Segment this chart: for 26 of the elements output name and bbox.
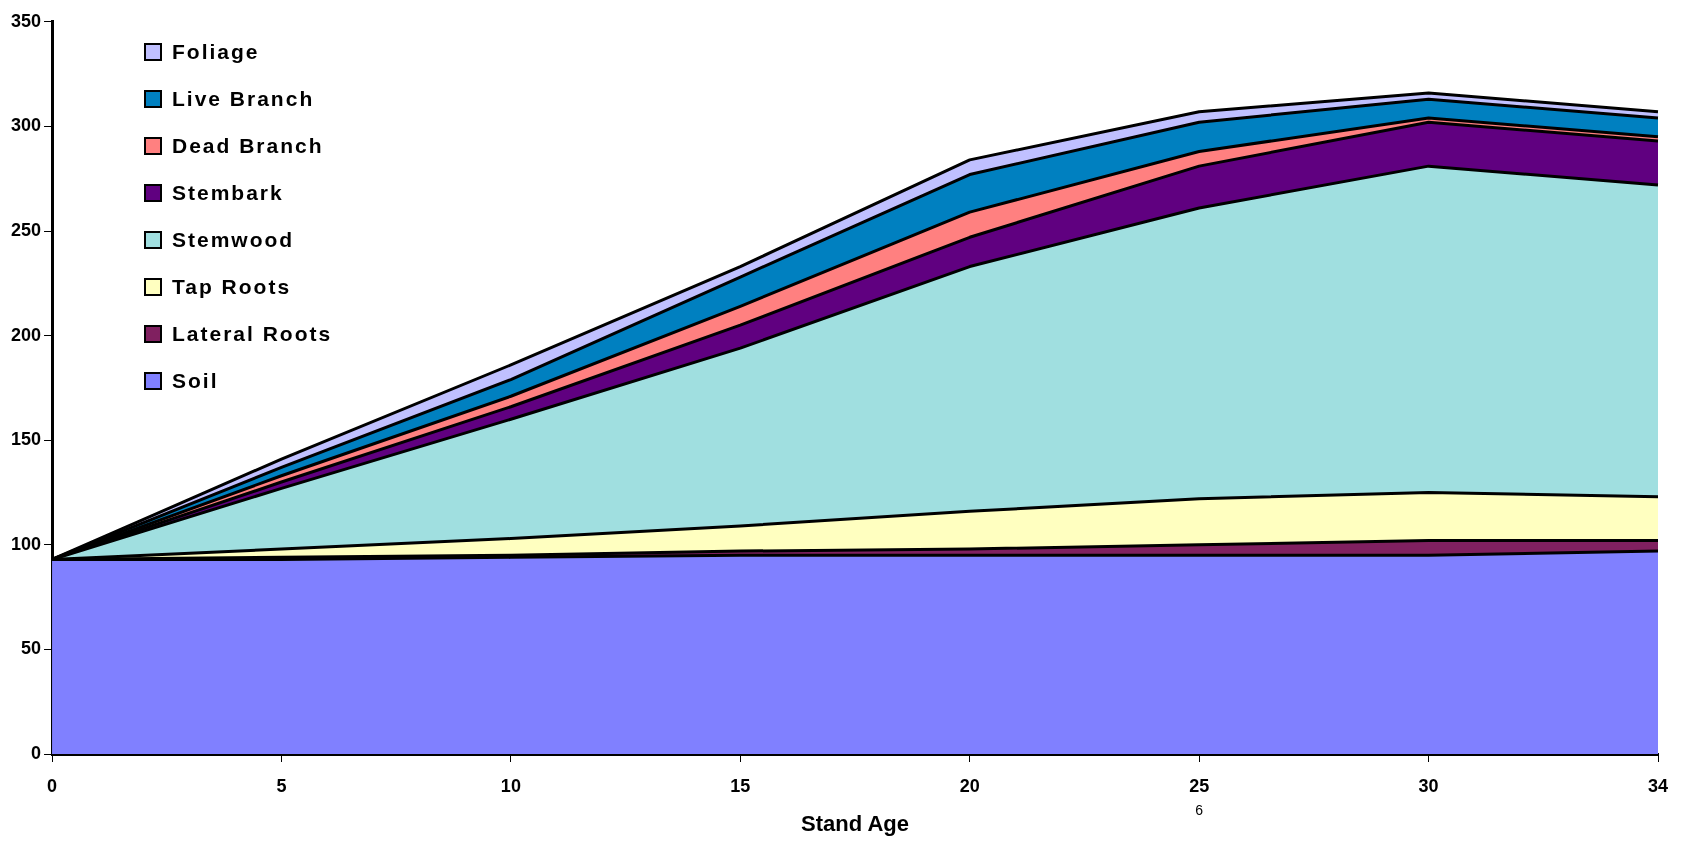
legend-label: Stembark xyxy=(172,180,284,205)
x-tick-label: 20 xyxy=(959,775,980,796)
x-tick-label: 34 xyxy=(1647,775,1669,796)
y-tick-label: 100 xyxy=(10,533,42,554)
x-tick-label: 30 xyxy=(1418,775,1439,796)
legend-label: Tap Roots xyxy=(172,274,292,299)
y-tick-label: 350 xyxy=(10,10,42,31)
legend-label: Stemwood xyxy=(172,227,295,252)
y-tick-label: 300 xyxy=(10,115,42,136)
y-tick-label: 200 xyxy=(10,324,42,345)
x-tick-label: 0 xyxy=(47,775,58,796)
x-tick-label: 5 xyxy=(276,775,287,796)
x-tick-label: 10 xyxy=(500,775,521,796)
y-tick-label: 250 xyxy=(10,219,42,240)
text: 6 xyxy=(1195,801,1204,818)
x-tick-label: 15 xyxy=(730,775,751,796)
x-axis-title: Stand Age xyxy=(801,810,910,836)
legend-label: Soil xyxy=(172,368,219,393)
y-tick-label: 150 xyxy=(10,429,42,450)
y-tick-label: 0 xyxy=(31,742,42,763)
legend-label: Lateral Roots xyxy=(172,321,333,346)
legend-label: Foliage xyxy=(172,39,260,64)
legend-label: Live Branch xyxy=(172,86,315,111)
y-tick-label: 50 xyxy=(21,638,42,659)
legend-label: Dead Branch xyxy=(172,133,324,158)
x-tick-label: 25 xyxy=(1189,775,1210,796)
